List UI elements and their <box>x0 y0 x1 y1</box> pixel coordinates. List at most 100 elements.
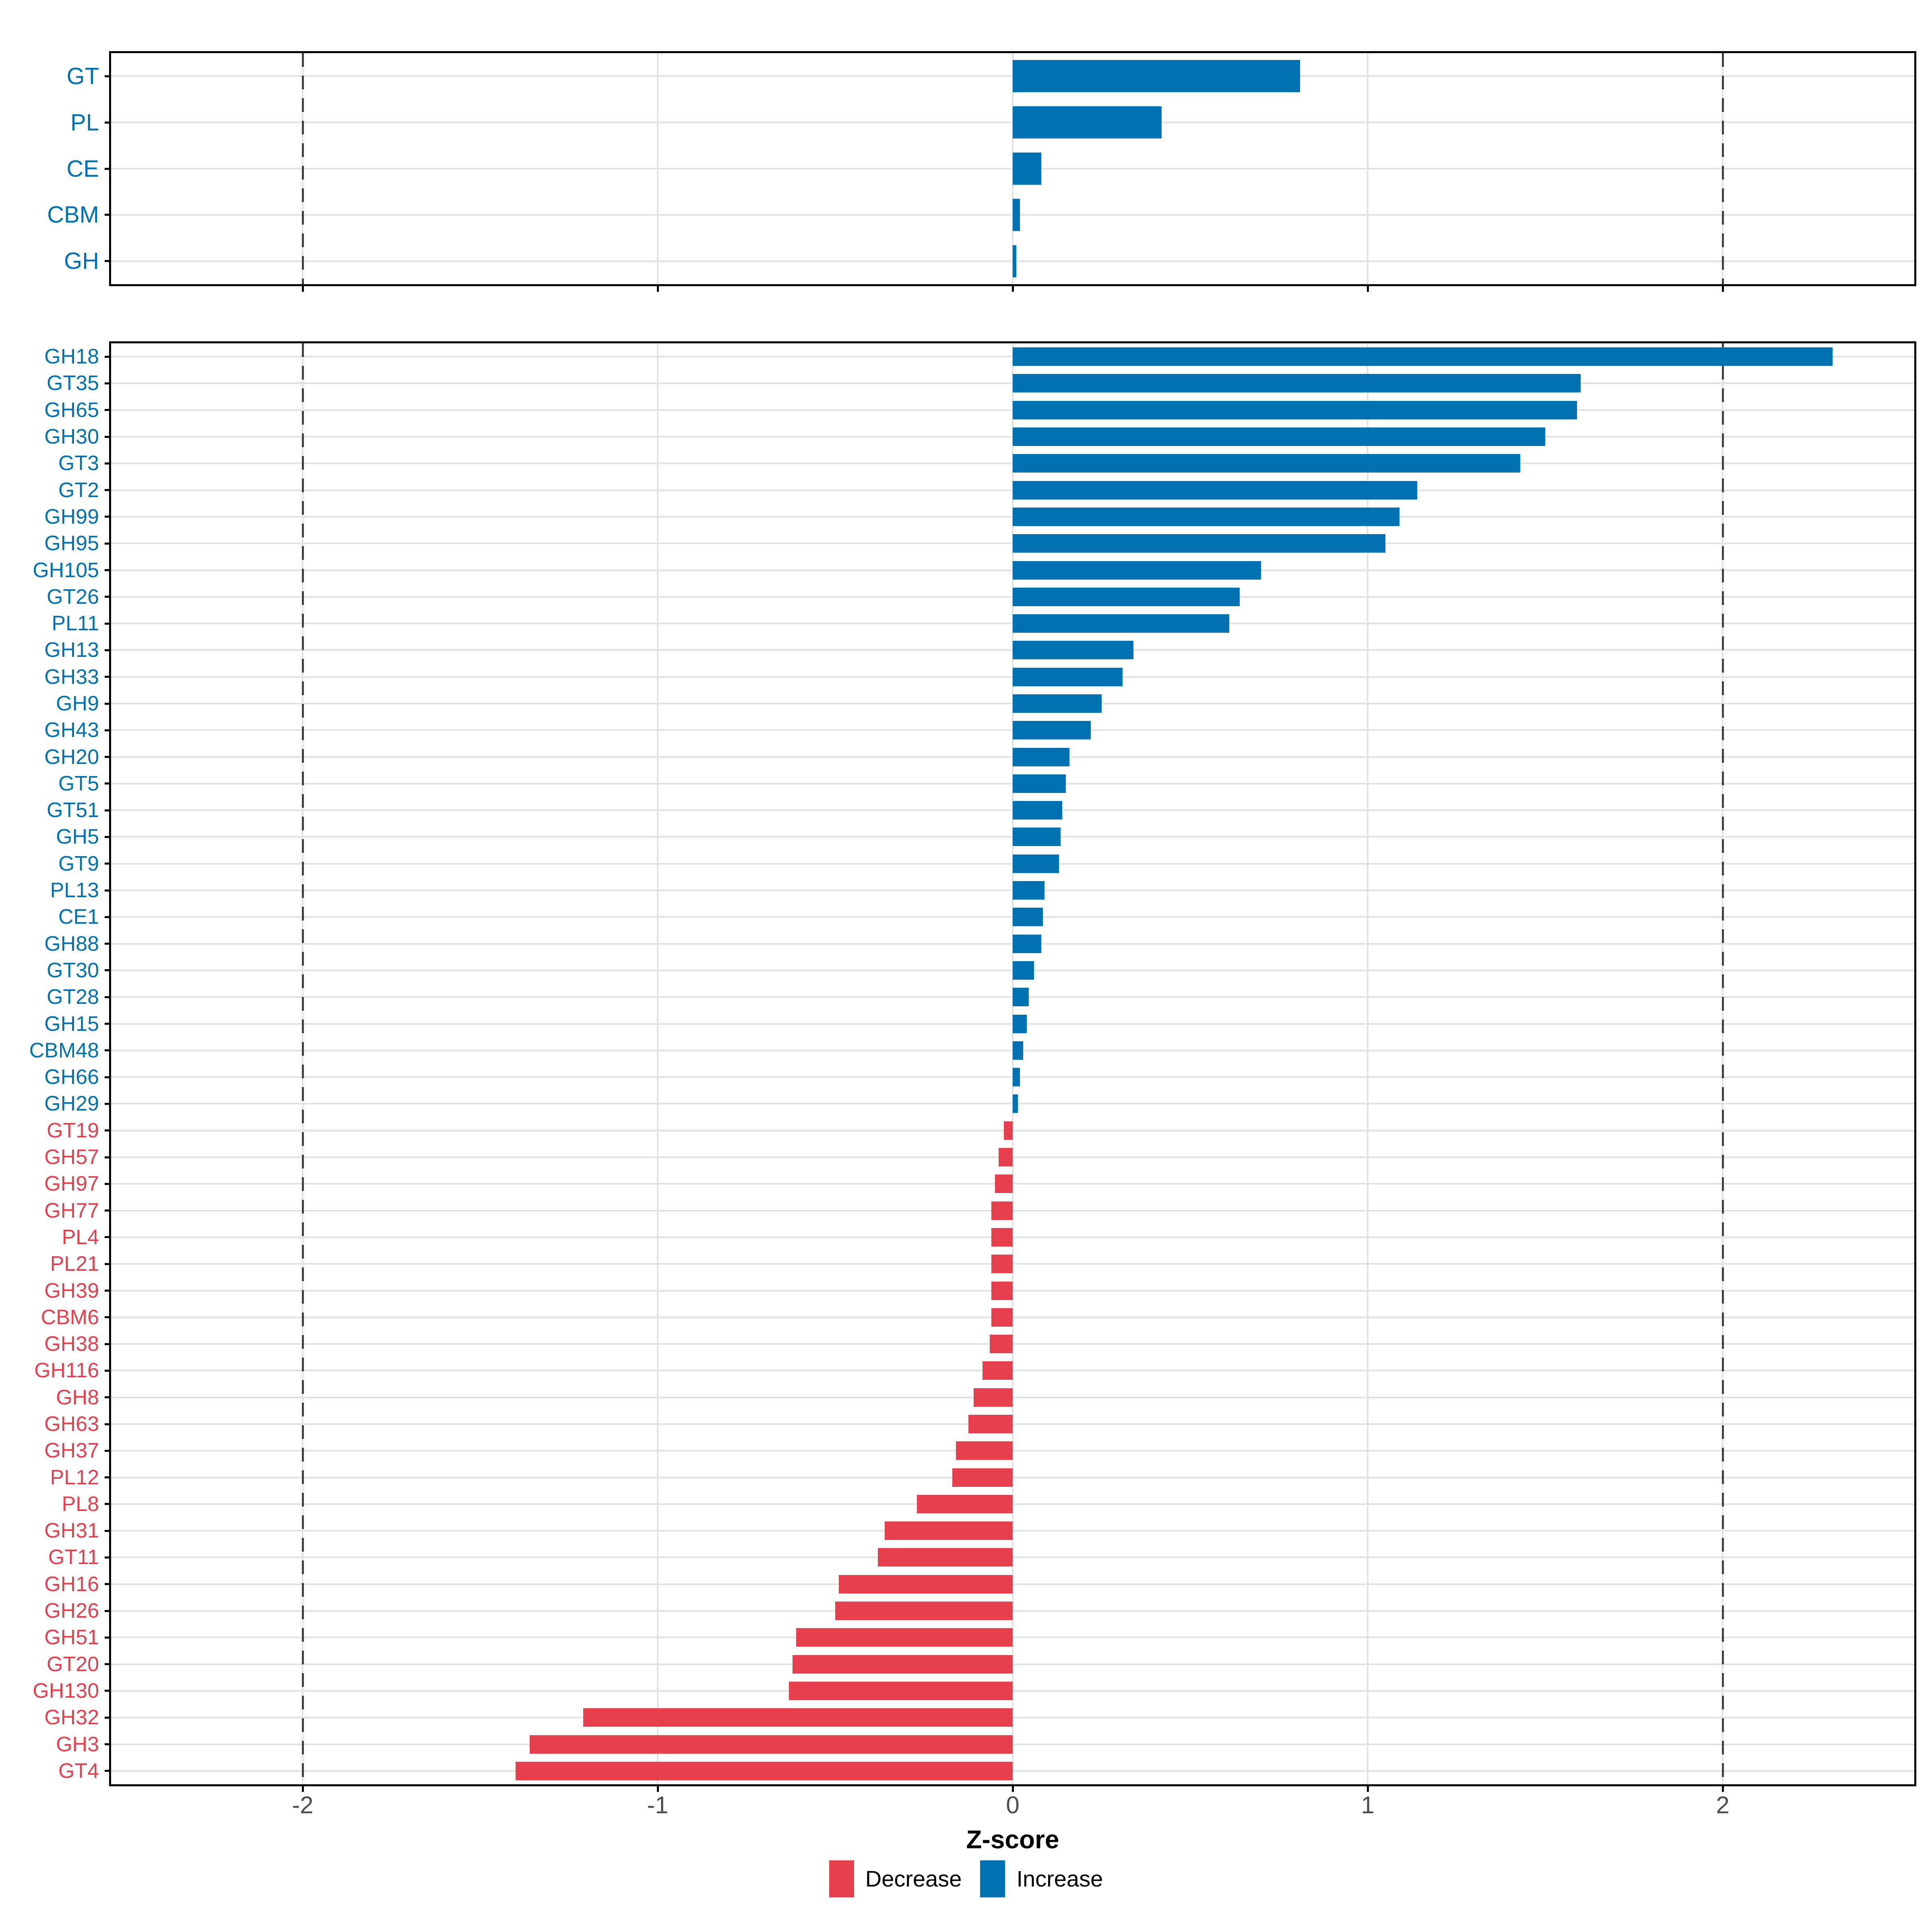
y-tick <box>105 702 111 705</box>
x-tick <box>1366 285 1369 292</box>
y-tick <box>105 1076 111 1078</box>
bar-PL13 <box>1013 881 1045 900</box>
bar-GH16 <box>838 1575 1013 1593</box>
x-tick <box>656 285 659 292</box>
h-gridline <box>111 1450 1914 1452</box>
category-label-GT11: GT11 <box>48 1546 99 1569</box>
category-label-GH116: GH116 <box>34 1359 99 1383</box>
y-tick <box>105 260 111 262</box>
y-tick <box>105 1663 111 1666</box>
category-label-GH18: GH18 <box>44 345 99 369</box>
y-tick <box>105 649 111 651</box>
category-label-GT9: GT9 <box>58 852 99 875</box>
category-label-GH77: GH77 <box>44 1199 99 1222</box>
h-gridline <box>111 1423 1914 1425</box>
h-gridline <box>111 1717 1914 1719</box>
category-label-GT35: GT35 <box>46 372 99 395</box>
y-tick <box>105 1636 111 1639</box>
category-label-GT51: GT51 <box>46 799 99 822</box>
category-label-PL8: PL8 <box>62 1492 99 1516</box>
category-label-GH32: GH32 <box>44 1706 99 1730</box>
bar-PL4 <box>991 1228 1013 1247</box>
category-label-GH29: GH29 <box>44 1092 99 1116</box>
h-gridline <box>111 1156 1914 1158</box>
class-panel <box>109 51 1916 286</box>
bar-GT19 <box>1003 1121 1013 1140</box>
bar-GH29 <box>1013 1094 1018 1113</box>
x-tick-label: 0 <box>1006 1792 1020 1818</box>
x-axis-title: Z-score <box>966 1825 1059 1854</box>
h-gridline <box>111 1129 1914 1131</box>
category-label-GH3: GH3 <box>56 1732 99 1756</box>
x-tick-label: -1 <box>647 1792 669 1818</box>
category-label-GH33: GH33 <box>44 665 99 689</box>
category-label-GH31: GH31 <box>44 1519 99 1543</box>
bar-GT28 <box>1013 988 1029 1007</box>
category-label-GH: GH <box>64 248 99 275</box>
x-tick <box>1011 1785 1014 1792</box>
category-label-GH9: GH9 <box>56 692 99 715</box>
category-label-GH13: GH13 <box>44 638 99 662</box>
category-label-GT3: GT3 <box>58 452 99 475</box>
category-label-GH30: GH30 <box>44 425 99 449</box>
category-label-PL: PL <box>70 109 99 136</box>
category-label-GH5: GH5 <box>56 825 99 849</box>
h-gridline <box>111 1316 1914 1318</box>
category-label-GH63: GH63 <box>44 1412 99 1436</box>
bar-CBM48 <box>1013 1041 1024 1060</box>
bar-GT26 <box>1013 587 1240 606</box>
category-label-GH105: GH105 <box>33 558 99 582</box>
bar-GT <box>1013 60 1300 93</box>
h-gridline <box>111 1210 1914 1212</box>
bar-GH3 <box>530 1735 1013 1754</box>
x-tick <box>656 1785 659 1792</box>
bar-GT9 <box>1013 854 1059 873</box>
category-label-GH95: GH95 <box>44 532 99 555</box>
category-label-GH26: GH26 <box>44 1599 99 1623</box>
category-label-GH97: GH97 <box>44 1172 99 1196</box>
h-gridline <box>111 1503 1914 1505</box>
category-label-GT5: GT5 <box>58 772 99 795</box>
bar-GH33 <box>1013 667 1123 686</box>
category-label-GH57: GH57 <box>44 1146 99 1169</box>
category-label-GH16: GH16 <box>44 1572 99 1596</box>
h-gridline <box>111 1343 1914 1345</box>
y-tick <box>105 916 111 918</box>
y-tick <box>105 542 111 545</box>
bar-GH116 <box>983 1361 1013 1380</box>
y-tick <box>105 382 111 384</box>
category-label-CBM: CBM <box>47 202 99 228</box>
y-tick <box>105 1396 111 1399</box>
bar-GH13 <box>1013 641 1133 660</box>
y-tick <box>105 1743 111 1746</box>
bar-PL21 <box>991 1255 1013 1274</box>
y-tick <box>105 676 111 678</box>
category-label-PL21: PL21 <box>50 1252 99 1276</box>
x-tick <box>301 285 304 292</box>
bar-GH95 <box>1013 534 1386 553</box>
bar-CE <box>1013 153 1041 185</box>
family-panel <box>109 341 1916 1786</box>
y-tick <box>105 569 111 572</box>
bar-CE1 <box>1013 908 1043 927</box>
category-label-GH15: GH15 <box>44 1012 99 1036</box>
y-tick <box>105 1129 111 1132</box>
category-label-GT28: GT28 <box>46 985 99 1009</box>
h-gridline <box>111 1690 1914 1692</box>
bar-GH31 <box>885 1521 1013 1540</box>
y-tick <box>105 121 111 124</box>
category-label-CE: CE <box>66 155 99 182</box>
bar-GH26 <box>835 1602 1013 1620</box>
x-tick <box>1721 285 1724 292</box>
category-label-PL13: PL13 <box>50 879 99 902</box>
y-tick <box>105 836 111 838</box>
h-gridline <box>111 1396 1914 1398</box>
x-tick <box>1366 1785 1369 1792</box>
bar-GH39 <box>991 1281 1013 1300</box>
category-label-GT19: GT19 <box>46 1119 99 1142</box>
y-tick <box>105 516 111 518</box>
bar-GH <box>1013 245 1016 277</box>
dashed-guide <box>301 53 304 284</box>
